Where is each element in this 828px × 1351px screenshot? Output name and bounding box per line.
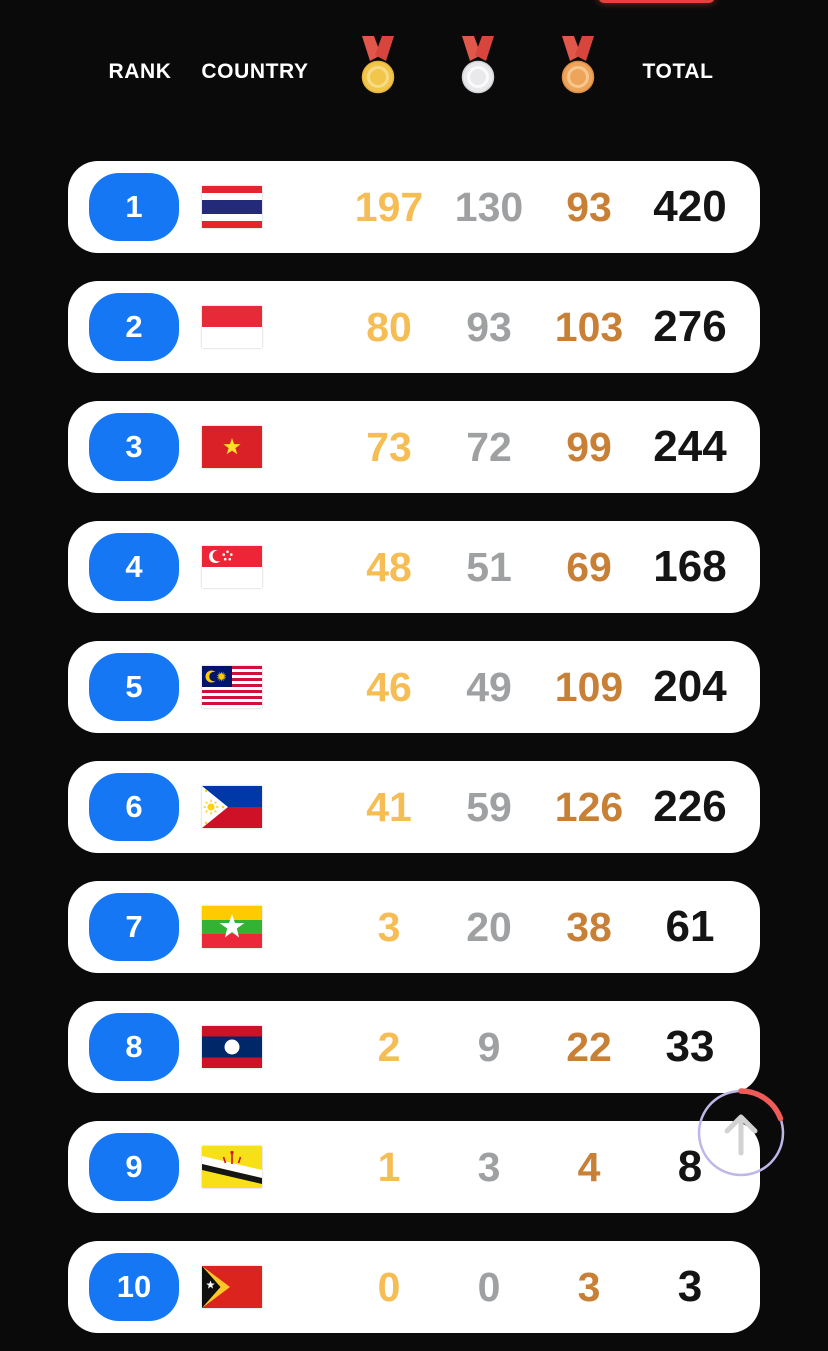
flag-philippines [202,786,262,828]
total-column-header: TOTAL [642,60,714,83]
gold-count: 48 [366,544,412,590]
silver-count: 51 [466,544,512,590]
flag-laos [202,1026,262,1068]
rank-number: 9 [125,1149,143,1184]
gold-count: 197 [354,184,424,230]
rank-badge: 2 [89,293,179,361]
total-count: 204 [653,662,727,711]
rank-number: 2 [125,309,143,344]
rank-number: 4 [125,549,143,584]
gold-count: 1 [377,1144,401,1190]
gold-medal-icon [355,36,401,98]
gold-count: 46 [366,664,412,710]
gold-count: 41 [366,784,412,830]
flag-thailand [202,186,262,228]
rank-badge: 10 [89,1253,179,1321]
flag-vietnam [202,426,262,468]
silver-count: 130 [454,184,524,230]
rank-number: 7 [125,909,143,944]
gold-count: 3 [377,904,401,950]
rank-number: 3 [125,429,143,464]
gold-count: 73 [366,424,412,470]
rank-badge: 8 [89,1013,179,1081]
bronze-count: 3 [577,1264,601,1310]
table-row[interactable]: 3 73 72 99 244 [68,401,760,493]
total-count: 33 [665,1022,715,1071]
country-column-header: COUNTRY [201,60,309,83]
rank-number: 1 [125,189,143,224]
table-header: RANK COUNTRY TOTAL [0,0,828,120]
silver-medal-icon [455,36,501,98]
bronze-count: 69 [566,544,612,590]
silver-count: 9 [477,1024,501,1070]
flag-indonesia [202,306,262,348]
table-row[interactable]: 4 48 51 69 168 [68,521,760,613]
bronze-count: 22 [566,1024,612,1070]
rank-badge: 4 [89,533,179,601]
gold-count: 80 [366,304,412,350]
rank-number: 10 [116,1269,152,1304]
scroll-to-top-button[interactable] [693,1085,789,1181]
rank-badge: 7 [89,893,179,961]
silver-count: 20 [466,904,512,950]
total-count: 61 [665,902,715,951]
silver-count: 3 [477,1144,501,1190]
flag-malaysia [202,666,262,708]
bronze-count: 126 [554,784,624,830]
rank-badge: 6 [89,773,179,841]
rank-number: 8 [125,1029,143,1064]
total-count: 8 [677,1142,703,1191]
bronze-count: 109 [554,664,624,710]
rank-number: 5 [125,669,143,704]
table-row[interactable]: 6 41 59 126 226 [68,761,760,853]
silver-count: 49 [466,664,512,710]
flag-brunei [202,1146,262,1188]
silver-count: 93 [466,304,512,350]
bronze-count: 38 [566,904,612,950]
table-row[interactable]: 2 80 93 103 276 [68,281,760,373]
flag-singapore [202,546,262,588]
table-row[interactable]: 9 1 3 4 8 [68,1121,760,1213]
table-row[interactable]: 1 197 130 93 420 [68,161,760,253]
table-row[interactable]: 5 46 49 109 204 [68,641,760,733]
rank-badge: 1 [89,173,179,241]
table-row[interactable]: 7 3 20 38 61 [68,881,760,973]
gold-count: 2 [377,1024,401,1070]
total-count: 276 [653,302,727,351]
rank-column-header: RANK [108,60,172,83]
silver-count: 0 [477,1264,501,1310]
silver-count: 72 [466,424,512,470]
bronze-count: 4 [577,1144,601,1190]
total-count: 244 [653,422,727,471]
bronze-count: 93 [566,184,612,230]
rank-number: 6 [125,789,143,824]
silver-count: 59 [466,784,512,830]
bronze-count: 99 [566,424,612,470]
table-row[interactable]: 8 2 9 22 33 [68,1001,760,1093]
rank-badge: 3 [89,413,179,481]
total-count: 3 [677,1262,703,1311]
gold-count: 0 [377,1264,401,1310]
up-arrow-icon [724,1114,758,1156]
bronze-count: 103 [554,304,624,350]
total-count: 226 [653,782,727,831]
total-count: 168 [653,542,727,591]
rank-badge: 9 [89,1133,179,1201]
flag-timor-leste [202,1266,262,1308]
top-button-fragment[interactable] [598,0,715,3]
medal-rows: 1 197 130 93 420 2 80 93 103 276 3 73 72… [68,161,760,1351]
total-count: 420 [653,182,727,231]
table-row[interactable]: 10 0 0 3 3 [68,1241,760,1333]
rank-badge: 5 [89,653,179,721]
flag-myanmar [202,906,262,948]
bronze-medal-icon [555,36,601,98]
